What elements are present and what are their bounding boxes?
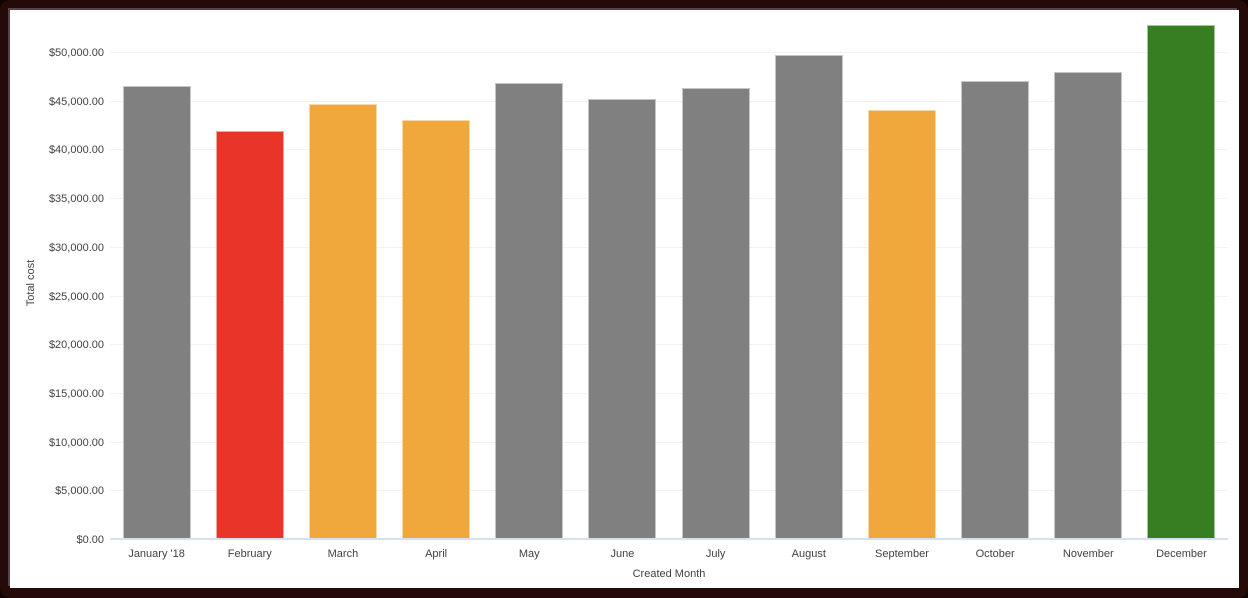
bar-cell-september	[855, 25, 948, 540]
y-tick-label: $10,000.00	[48, 436, 104, 449]
bar-march[interactable]	[308, 103, 377, 540]
bar-july[interactable]	[681, 88, 750, 540]
y-tick-label: $30,000.00	[48, 241, 104, 254]
y-tick-label: $50,000.00	[48, 47, 104, 59]
y-axis-tick-labels: $0.00 $5,000.00 $10,000.00 $15,000.00 $20,00…	[10, 25, 104, 546]
bar-cell-may	[483, 25, 576, 540]
gridline	[110, 295, 1228, 297]
bar-june[interactable]	[588, 98, 657, 540]
x-tick-label: February	[227, 548, 272, 560]
x-tick-label: May	[518, 548, 540, 560]
x-tick-label: November	[1062, 548, 1114, 560]
bar-cell-july	[669, 25, 762, 540]
y-tick-label: $0.00	[76, 534, 104, 546]
x-tick-label: April	[425, 548, 448, 560]
bar-cell-june	[576, 25, 669, 540]
x-tick-label: June	[610, 548, 635, 560]
gridline	[110, 52, 1228, 53]
bar-january-18[interactable]	[122, 86, 191, 540]
bar-september[interactable]	[867, 110, 936, 540]
x-tick-label: July	[705, 548, 726, 560]
x-tick-label: October	[975, 548, 1015, 560]
bar-october[interactable]	[961, 81, 1030, 540]
y-tick-label: $25,000.00	[48, 290, 104, 303]
x-axis-title: Created Month	[632, 568, 706, 580]
bar-cell-april	[390, 25, 483, 540]
bar-cell-december	[1135, 24, 1228, 540]
y-tick-label: $40,000.00	[48, 144, 104, 157]
y-tick-label: $15,000.00	[48, 387, 104, 400]
bar-december[interactable]	[1147, 24, 1216, 540]
bars-layer	[110, 24, 1228, 540]
bar-november[interactable]	[1054, 71, 1123, 540]
gridline	[110, 344, 1228, 346]
bar-cell-november	[1042, 25, 1135, 540]
x-tick-label: August	[791, 548, 826, 560]
y-tick-label: $45,000.00	[48, 95, 104, 108]
plot-area	[110, 24, 1228, 540]
x-tick-label: December	[1156, 548, 1207, 560]
gridline	[110, 392, 1228, 394]
bar-february[interactable]	[215, 130, 284, 540]
bar-cell-january-18	[110, 25, 203, 540]
gridline	[110, 490, 1228, 492]
y-tick-label: $5,000.00	[55, 485, 104, 498]
y-tick-label: $20,000.00	[48, 339, 104, 352]
bar-cell-october	[949, 25, 1042, 540]
bar-cell-august	[762, 25, 855, 540]
chart-card: Total cost $0.00 $5,000.00 $10,000.00 $15,0…	[10, 10, 1239, 588]
x-tick-label: March	[327, 548, 359, 560]
gridline	[110, 100, 1228, 102]
bar-cell-february	[203, 25, 296, 540]
gridline	[110, 441, 1228, 443]
x-tick-label: January '18	[128, 548, 185, 560]
gridline	[110, 198, 1228, 200]
x-axis-tick-labels: January '18 February March April May June July…	[110, 548, 1228, 560]
gridline	[110, 149, 1228, 151]
gridline	[110, 246, 1228, 248]
bar-april[interactable]	[402, 120, 471, 540]
bar-may[interactable]	[495, 83, 564, 540]
y-tick-label: $35,000.00	[48, 193, 104, 206]
x-axis-line	[110, 538, 1228, 540]
bar-august[interactable]	[774, 54, 843, 540]
bar-cell-march	[296, 25, 389, 540]
x-tick-label: September	[875, 548, 929, 560]
